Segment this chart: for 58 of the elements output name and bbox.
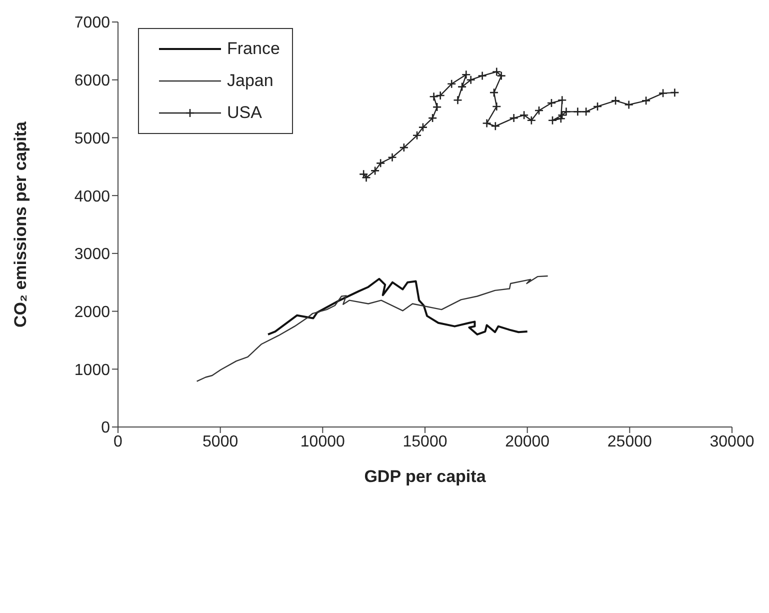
point [399, 142, 409, 152]
x-axis-title: GDP per capita [364, 467, 486, 486]
point [429, 92, 438, 102]
point [428, 113, 438, 123]
y-tick-label: 0 [101, 420, 110, 437]
point [436, 90, 445, 100]
y-tick-label: 4000 [74, 188, 110, 206]
point [490, 121, 500, 131]
point [418, 122, 428, 132]
point [482, 118, 492, 128]
point [670, 88, 680, 98]
x-tick-label: 0 [114, 433, 123, 450]
point [610, 96, 620, 106]
x-tick-label: 10000 [300, 433, 346, 450]
x-tick-label: 20000 [505, 433, 550, 450]
point [526, 116, 536, 126]
y-tick-label: 2000 [74, 304, 110, 321]
point [509, 113, 518, 123]
point [557, 95, 567, 105]
y-axis-title: CO₂ emissions per capita [11, 120, 30, 328]
line-series [267, 278, 528, 336]
y-tick-label: 1000 [74, 362, 110, 379]
point [581, 107, 591, 116]
point [557, 110, 567, 120]
y-tick-label: 6000 [74, 72, 110, 90]
point [562, 107, 571, 116]
point [370, 166, 380, 176]
point [534, 106, 544, 116]
point [358, 170, 368, 179]
y-tick-label: 3000 [74, 246, 110, 264]
y-tick-label: 7000 [74, 14, 110, 32]
x-tick-label: 5000 [202, 433, 238, 450]
point [624, 100, 634, 110]
y-tick-label: 5000 [74, 130, 110, 148]
point [388, 152, 397, 162]
point [641, 96, 651, 106]
x-tick-label: 15000 [402, 433, 448, 450]
point [453, 95, 462, 105]
point [412, 130, 422, 140]
point [546, 98, 556, 108]
point [446, 79, 456, 89]
point [489, 88, 499, 98]
legend-label: France [227, 39, 280, 59]
legend-label: Japan [227, 71, 274, 91]
point [432, 102, 442, 112]
point [519, 110, 529, 120]
point [457, 82, 467, 92]
x-tick-label: 25000 [607, 433, 652, 450]
point [573, 107, 582, 116]
line-series [196, 275, 548, 382]
point [658, 88, 668, 98]
point [548, 116, 558, 126]
point [376, 158, 386, 168]
x-tick-label: 30000 [710, 433, 754, 450]
point [592, 102, 602, 112]
point [492, 102, 502, 112]
point [478, 71, 487, 80]
legend-label: USA [227, 103, 262, 123]
